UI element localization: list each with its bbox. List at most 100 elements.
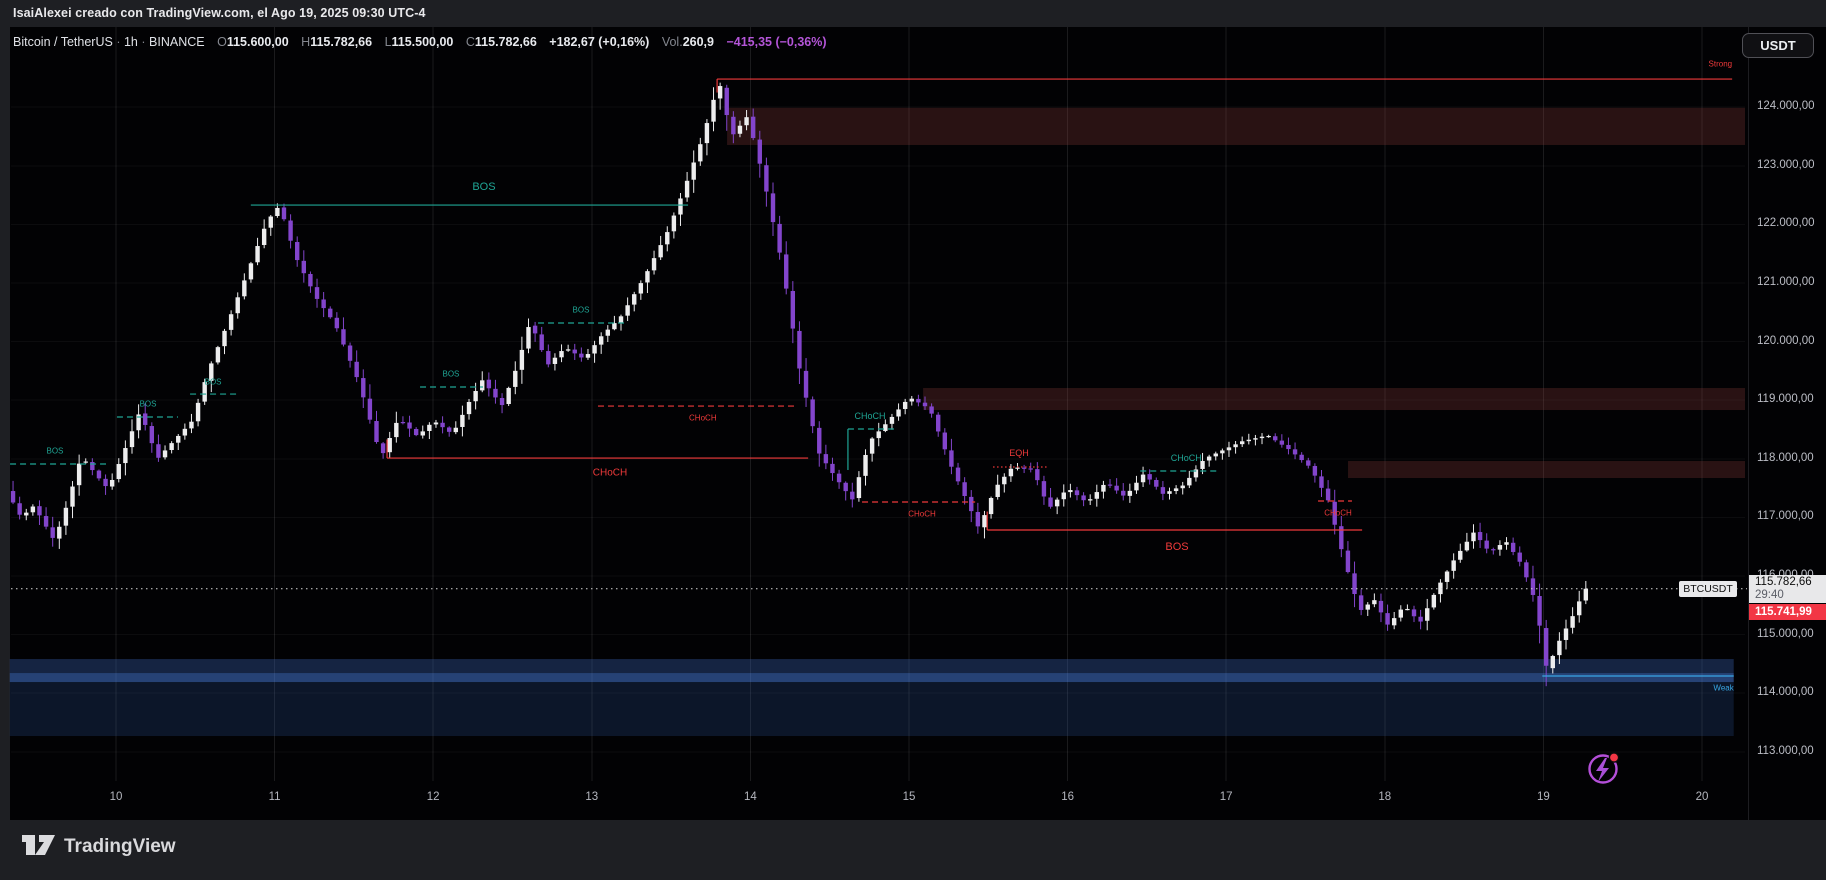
candle-down [916,398,921,403]
candle-up [1557,640,1562,656]
candle-down [103,478,108,487]
candle-up [1140,474,1146,483]
symbol-info-bar[interactable]: Bitcoin / TetherUS · 1h · BINANCE O115.6… [13,35,836,53]
candle-down [1074,490,1080,496]
candle-down [17,503,22,515]
candle-down [90,462,95,471]
candle-up [638,283,644,294]
candle-up [1438,582,1443,595]
candle-up [645,271,650,283]
candle-up [678,198,683,215]
candle-up [169,443,174,451]
candle-down [374,421,379,443]
time-scale-label: 15 [902,791,916,803]
supply-zone-2[interactable] [923,388,1745,411]
candle-down [96,470,102,479]
supply-zone-1[interactable] [727,107,1745,145]
candlestick-series[interactable] [10,82,1589,687]
price-scale-pane[interactable] [1748,27,1826,820]
candle-down [1411,609,1417,617]
candle-up [1577,601,1582,616]
candle-up [605,329,610,336]
candle-up [1134,482,1139,491]
candle-down [969,496,974,512]
volume-change: −415,35 (−0,36%) [726,35,827,49]
candle-down [1286,444,1291,450]
candle-up [1101,484,1106,492]
candle-up [222,330,227,347]
supply-zone-3[interactable] [1348,461,1745,479]
candle-down [1081,495,1086,501]
demand-zone-band[interactable] [9,673,1734,683]
flash-action-button[interactable] [1588,752,1620,784]
candle-up [1259,436,1265,439]
candle-down [407,422,412,429]
demand-zone-upper[interactable] [9,659,1734,674]
candle-down [1378,600,1384,613]
time-scale-label: 13 [585,791,599,803]
candle-down [328,308,333,318]
candle-up [123,448,128,464]
candle-up [394,422,399,438]
time-scale-label: 11 [268,791,281,803]
price-scale-label: 123.000,00 [1757,158,1815,171]
candle-down [400,422,406,424]
candle-up [189,421,194,429]
interval-label[interactable]: 1h [123,35,138,49]
candle-up [176,435,181,443]
candle-up [63,507,69,526]
price-line-symbol-label: BTCUSDT [1679,580,1737,597]
candle-down [288,220,293,241]
candle-down [936,414,941,432]
candle-up [1193,469,1199,478]
candle-down [308,273,313,287]
price-change: +182,67 (+0,16%) [549,35,650,49]
candle-up [1068,490,1073,493]
tradingview-logo[interactable]: TradingView [20,830,240,862]
candle-down [1537,596,1542,626]
candle-up [228,314,234,330]
candle-up [995,484,1000,497]
time-scale-label: 12 [426,791,440,803]
candle-down [301,260,307,274]
time-scale-label: 10 [109,791,123,803]
candle-up [1444,571,1450,582]
candle-down [1306,460,1311,466]
symbol-name[interactable]: Bitcoin / TetherUS · 1h · BINANCE [13,35,205,49]
candle-down [1332,501,1337,525]
candle-down [1339,526,1344,550]
candle-up [162,450,168,458]
candle-up [988,498,994,515]
candle-up [1173,488,1179,492]
demand-zone-lower[interactable] [9,682,1734,737]
candle-up [1200,460,1205,469]
candle-up [70,486,75,507]
candle-up [473,391,478,402]
candle-down [810,399,815,427]
candle-up [1015,467,1020,469]
candle-up [704,123,710,144]
currency-toggle-button[interactable]: USDT [1742,33,1814,58]
candle-up [526,327,531,349]
candle-down [1048,497,1053,507]
candle-up [1266,435,1271,438]
candle-down [777,223,782,253]
candle-up [711,99,716,122]
candle-down [942,432,948,450]
candle-up [420,431,425,436]
candle-up [1213,453,1218,457]
candle-down [143,413,148,425]
annotation-label-choch: CHoCH [908,510,936,519]
candle-down [731,116,736,135]
candle-up [248,263,254,280]
candle-down [724,87,729,116]
candle-up [427,424,432,431]
candle-up [1583,588,1589,601]
candle-up [902,401,908,409]
candle-down [929,406,934,414]
candle-down [1358,595,1364,610]
price-scale-label: 113.000,00 [1757,744,1814,757]
candle-down [962,482,967,497]
